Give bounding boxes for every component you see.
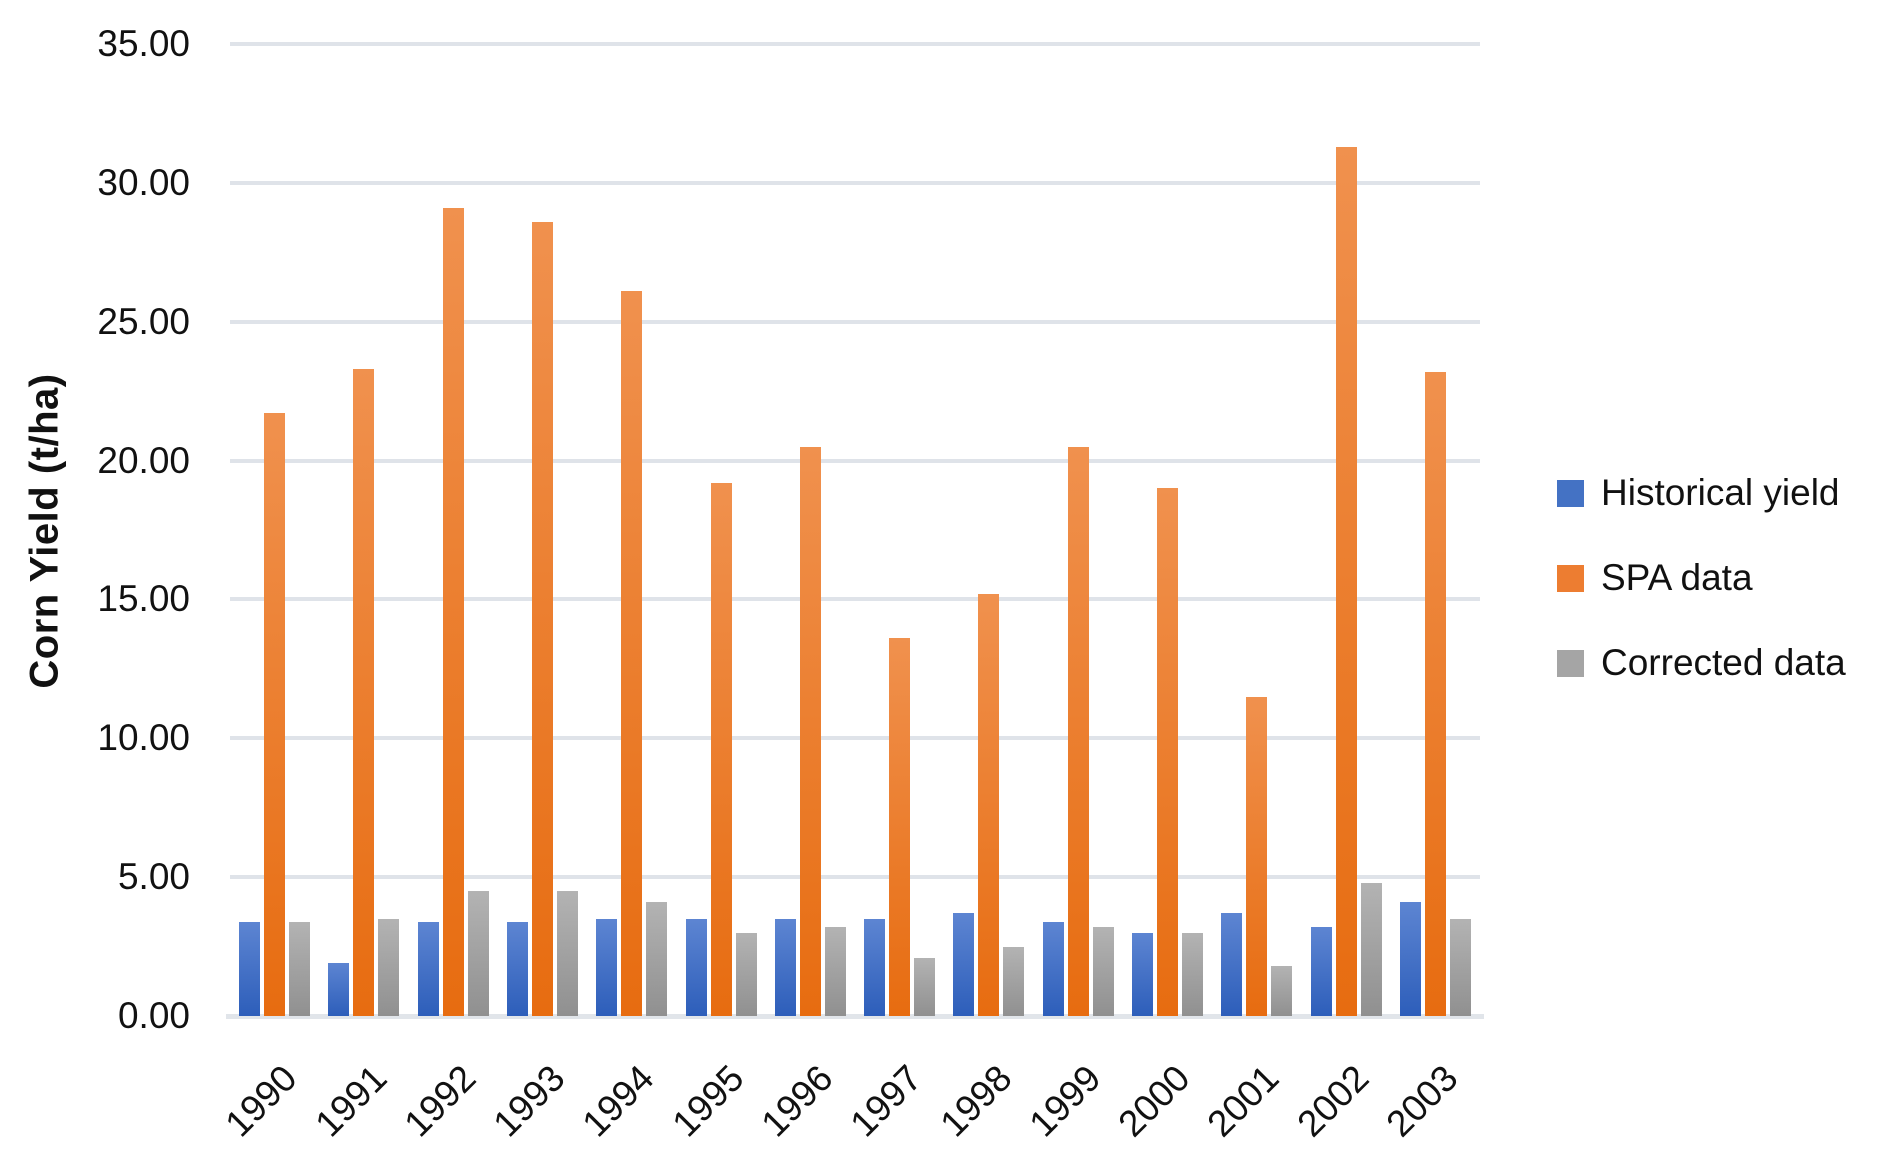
bar-1994-corrected-data	[646, 902, 668, 1016]
x-tick-1999: 1999	[1021, 1057, 1109, 1145]
bar-1995-spa-data	[710, 482, 732, 1016]
bar-1996-historical-yield	[774, 918, 796, 1016]
bar-1995-historical-yield	[685, 918, 707, 1016]
x-tick-1998: 1998	[932, 1057, 1020, 1145]
x-tick-1994: 1994	[574, 1057, 663, 1145]
gridline	[230, 597, 1480, 602]
y-axis-title: Corn Yield (t/ha)	[22, 373, 67, 689]
bar-1993-corrected-data	[557, 891, 578, 1016]
bar-2000-corrected-data	[1182, 932, 1203, 1016]
bar-2000-historical-yield	[1132, 932, 1153, 1016]
x-tick-1997: 1997	[842, 1057, 930, 1145]
bar-1991-corrected-data	[378, 918, 400, 1016]
legend-swatch-historical-yield	[1557, 479, 1584, 507]
x-tick-1995: 1995	[664, 1057, 752, 1145]
x-tick-2000: 2000	[1110, 1057, 1198, 1145]
bar-1990-corrected-data	[289, 921, 311, 1016]
x-tick-1990: 1990	[217, 1057, 305, 1145]
bar-1991-historical-yield	[328, 963, 350, 1016]
legend-label-spa-data: SPA data	[1601, 557, 1753, 598]
y-tick-35.00: 35.00	[97, 23, 190, 64]
gridline	[230, 875, 1480, 880]
bar-1992-historical-yield	[417, 921, 439, 1016]
bar-1996-corrected-data	[824, 927, 846, 1016]
bar-1997-spa-data	[889, 638, 911, 1016]
bar-1999-spa-data	[1067, 446, 1089, 1016]
bar-2001-historical-yield	[1221, 913, 1243, 1016]
bar-1992-corrected-data	[467, 891, 489, 1016]
y-tick-15.00: 15.00	[97, 578, 190, 620]
x-tick-1993: 1993	[485, 1057, 573, 1145]
bar-1998-historical-yield	[953, 913, 975, 1016]
x-tick-1996: 1996	[753, 1057, 841, 1145]
gridline	[230, 458, 1480, 463]
legend: Historical yield SPA data Corrected data	[1557, 472, 1846, 684]
bar-1995-corrected-data	[735, 932, 757, 1016]
x-tick-2003: 2003	[1378, 1057, 1466, 1145]
y-tick-20.00: 20.00	[97, 439, 190, 481]
bar-1997-corrected-data	[914, 957, 936, 1016]
x-tick-1992: 1992	[396, 1057, 484, 1145]
bar-2002-spa-data	[1335, 146, 1357, 1016]
bar-1996-spa-data	[799, 446, 821, 1016]
legend-item-corrected-data: Corrected data	[1557, 642, 1846, 684]
legend-item-spa-data: SPA data	[1557, 557, 1846, 599]
x-tick-1991: 1991	[307, 1057, 395, 1145]
bar-1998-corrected-data	[1003, 946, 1025, 1016]
legend-swatch-spa-data	[1557, 564, 1584, 592]
legend-label-historical-yield: Historical yield	[1601, 472, 1840, 513]
bar-2003-spa-data	[1424, 371, 1446, 1016]
bar-1993-historical-yield	[507, 921, 528, 1016]
bar-2001-spa-data	[1246, 696, 1268, 1016]
bar-2001-corrected-data	[1271, 966, 1293, 1016]
bar-2002-corrected-data	[1360, 882, 1382, 1016]
bar-1993-spa-data	[532, 221, 553, 1016]
gridline	[230, 736, 1480, 741]
bar-1999-corrected-data	[1092, 927, 1114, 1016]
legend-swatch-corrected-data	[1557, 649, 1584, 677]
bar-2002-historical-yield	[1310, 927, 1332, 1016]
bar-1999-historical-yield	[1042, 921, 1064, 1016]
bar-1998-spa-data	[978, 593, 1000, 1016]
bar-2003-historical-yield	[1399, 902, 1421, 1016]
bar-2003-corrected-data	[1449, 918, 1471, 1016]
bar-2000-spa-data	[1157, 488, 1178, 1016]
y-tick-5.00: 5.00	[117, 856, 190, 898]
x-tick-2001: 2001	[1199, 1057, 1288, 1145]
y-tick-0.00: 0.00	[117, 995, 190, 1036]
bar-1994-spa-data	[621, 291, 643, 1016]
y-tick-25.00: 25.00	[97, 300, 190, 342]
bar-1990-spa-data	[264, 413, 286, 1016]
legend-label-corrected-data: Corrected data	[1601, 642, 1846, 683]
gridline	[230, 319, 1480, 324]
x-tick-2002: 2002	[1289, 1057, 1377, 1145]
bar-1992-spa-data	[442, 207, 464, 1016]
x-axis-line	[226, 1014, 1484, 1019]
bar-1991-spa-data	[353, 368, 375, 1016]
bar-1997-historical-yield	[864, 918, 886, 1016]
bar-1994-historical-yield	[596, 918, 618, 1016]
y-tick-30.00: 30.00	[97, 161, 190, 203]
legend-item-historical-yield: Historical yield	[1557, 472, 1846, 514]
gridline	[230, 42, 1480, 46]
plot-area	[226, 42, 1484, 1019]
y-tick-10.00: 10.00	[97, 717, 190, 759]
bar-1990-historical-yield	[239, 921, 261, 1016]
gridline	[230, 180, 1480, 185]
